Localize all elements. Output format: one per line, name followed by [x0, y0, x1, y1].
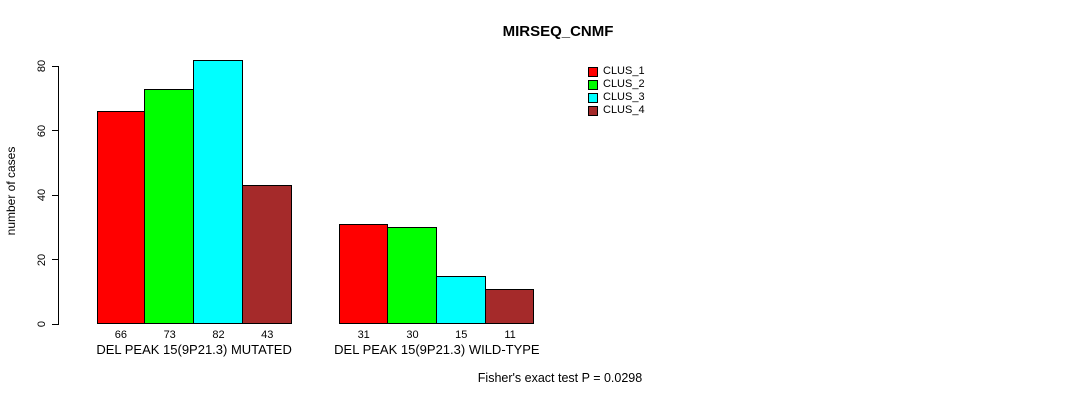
bar-clus-1-group2 [339, 224, 389, 324]
legend: CLUS_1 CLUS_2 CLUS_3 CLUS_4 [588, 65, 645, 117]
group-label: DEL PEAK 15(9P21.3) WILD-TYPE [334, 342, 540, 357]
legend-swatch-clus-3 [588, 92, 598, 103]
bar-clus-4-group1 [241, 185, 292, 324]
group-label: DEL PEAK 15(9P21.3) MUTATED [96, 342, 292, 357]
bar-value-label: 43 [261, 329, 274, 341]
legend-swatch-clus-4 [588, 105, 598, 116]
legend-item: CLUS_4 [588, 104, 645, 117]
legend-item: CLUS_1 [588, 65, 645, 78]
legend-swatch-clus-1 [588, 66, 598, 77]
legend-label: CLUS_4 [603, 104, 645, 116]
y-tick-label: 40 [36, 188, 48, 202]
y-tick-label: 60 [36, 124, 48, 137]
bar-clus-1-group1 [96, 111, 146, 324]
legend-label: CLUS_3 [603, 91, 645, 103]
y-tick [52, 194, 59, 196]
bar-value-label: 30 [406, 329, 419, 341]
legend-label: CLUS_1 [603, 65, 645, 77]
y-tick [52, 323, 59, 325]
y-tick-label: 20 [36, 253, 48, 266]
y-tick [52, 130, 59, 131]
bar-value-label: 73 [163, 329, 176, 341]
bar-clus-2-group2 [387, 227, 437, 324]
chart-title: MIRSEQ_CNMF [502, 23, 614, 40]
bar-clus-3-group1 [193, 59, 243, 324]
bar-clus-2-group1 [144, 88, 195, 324]
bar-value-label: 11 [504, 329, 516, 341]
bar-clus-3-group2 [435, 275, 486, 324]
y-axis-label: number of cases [4, 146, 18, 236]
legend-label: CLUS_2 [603, 78, 645, 90]
legend-swatch-clus-2 [588, 79, 598, 90]
annotation-fisher-test: Fisher's exact test P = 0.0298 [477, 371, 643, 385]
y-tick [52, 65, 59, 67]
bar-value-label: 82 [212, 329, 225, 341]
y-tick-label: 0 [36, 320, 48, 328]
legend-item: CLUS_2 [588, 78, 645, 91]
bar-value-label: 31 [357, 329, 370, 341]
y-tick-label: 80 [36, 59, 48, 73]
bar-clus-4-group2 [484, 288, 535, 324]
bar-value-label: 66 [114, 329, 128, 341]
legend-item: CLUS_3 [588, 91, 645, 104]
bar-value-label: 15 [455, 329, 468, 341]
y-tick [52, 259, 59, 260]
